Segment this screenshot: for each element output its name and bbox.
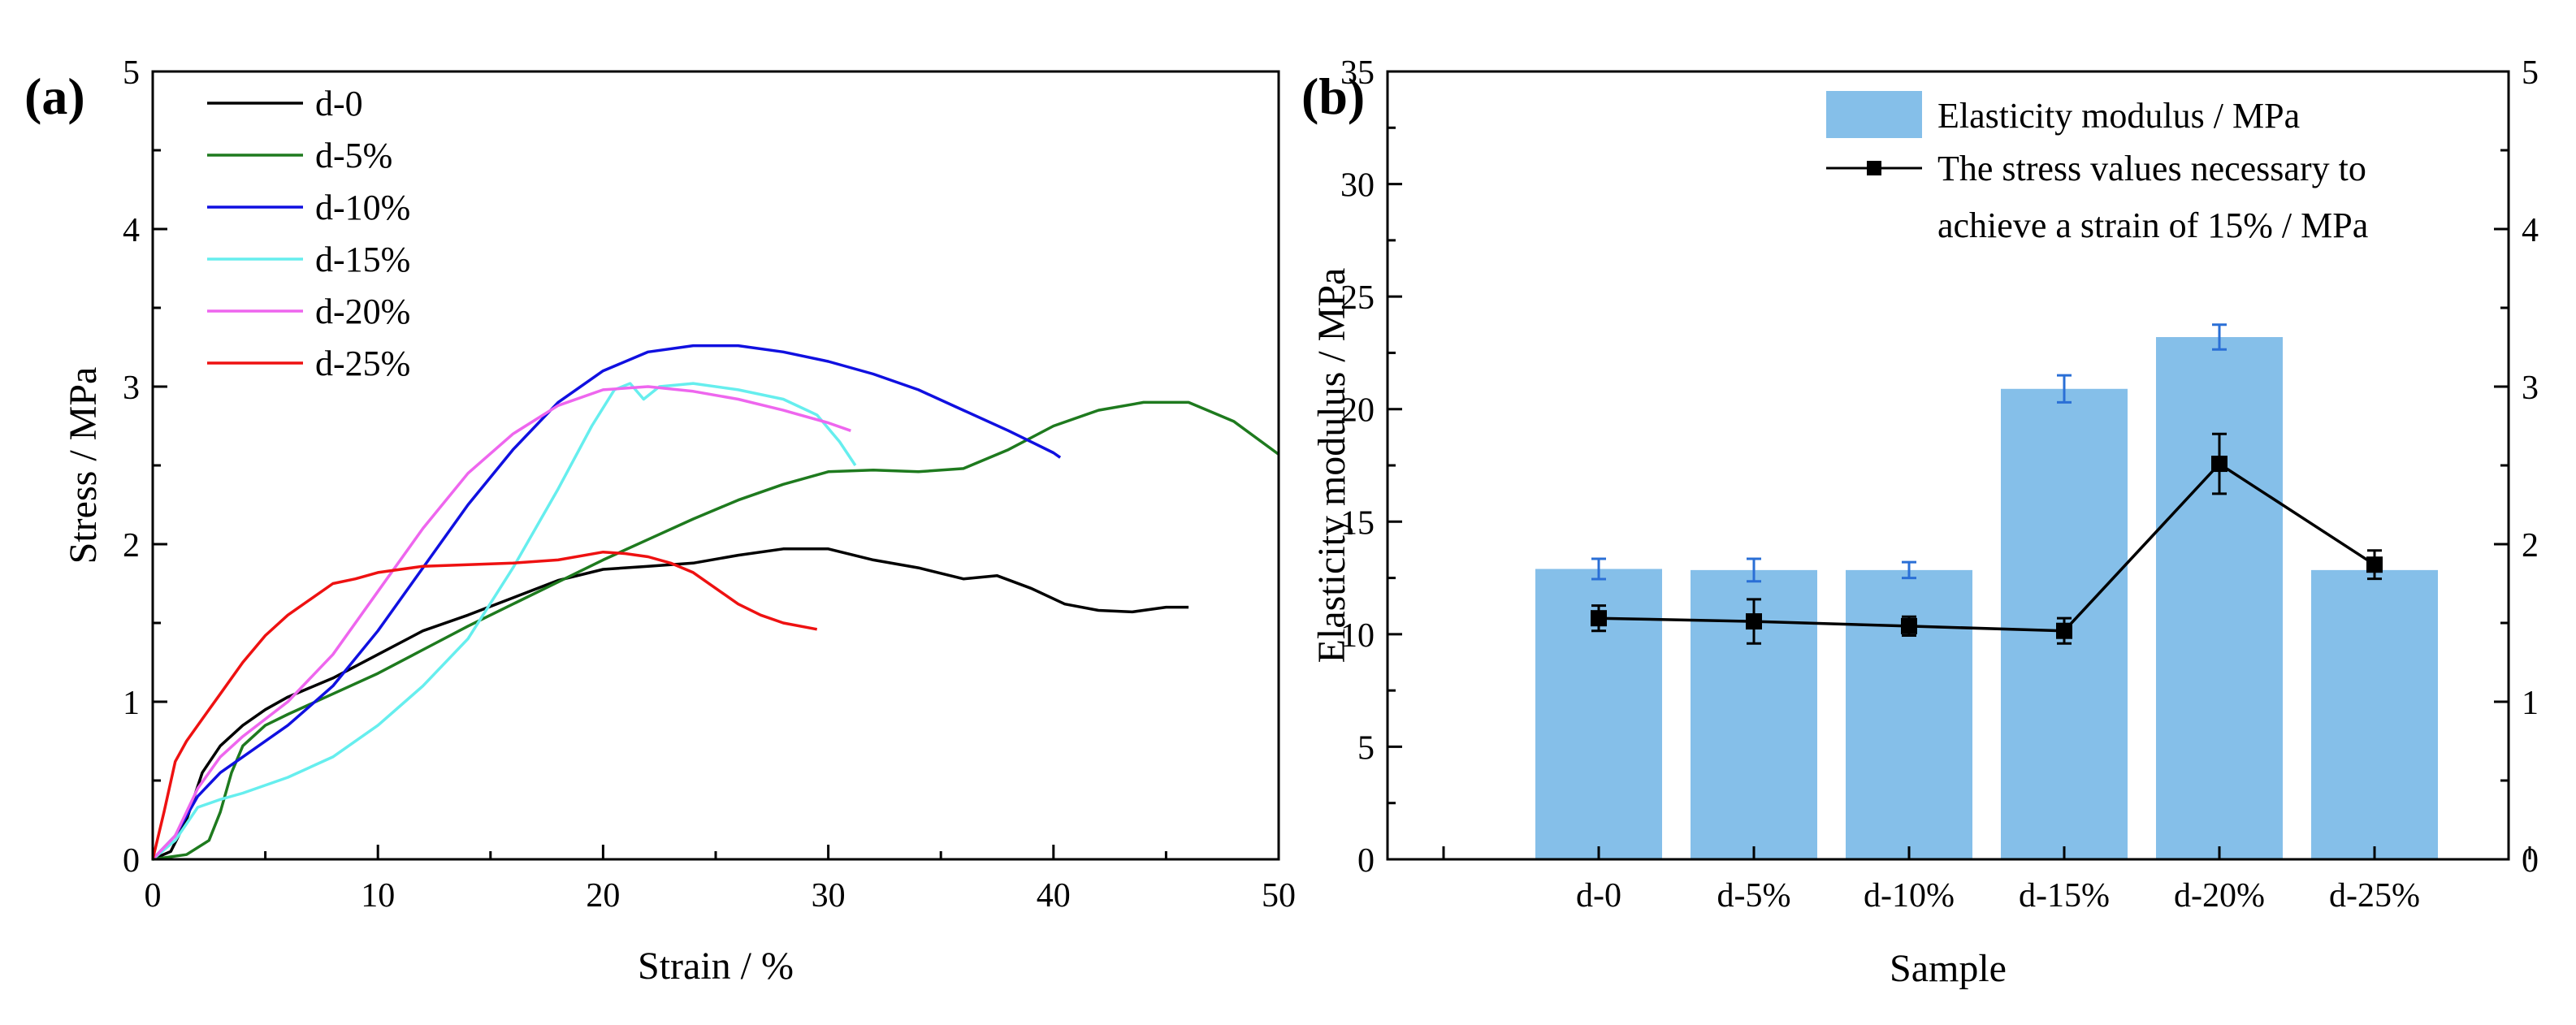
x-tick-label-b: d-25% (2329, 877, 2420, 915)
y-tick-label-b: 15 (1340, 504, 1375, 542)
x-tick-label-a: 30 (812, 877, 846, 915)
legend-label-1: d-5% (315, 136, 392, 175)
y-axis-label-a: Stress / MPa (62, 367, 105, 564)
x-axis-label-b: Sample (1890, 947, 2007, 990)
y-tick-label-b: 0 (1357, 842, 1375, 880)
legend-a: d-0 d-5% d-10% d-15% d-20% d-25% (207, 84, 410, 383)
line-marker-2 (1901, 617, 1917, 634)
y-tick-label-b: 10 (1340, 617, 1375, 655)
x-tick-label-a: 40 (1037, 877, 1071, 915)
y-axis-label-b: Elasticity modulus / MPa (1310, 268, 1353, 664)
legend-label-3: d-15% (315, 240, 410, 279)
x-tick-label-b: d-20% (2174, 877, 2265, 915)
line-marker-0 (1591, 610, 1607, 627)
x-tick-label-b: d-15% (2019, 877, 2110, 915)
y2-tick-label: 2 (2522, 527, 2539, 564)
line-marker-4 (2211, 456, 2227, 473)
axis-ticks-a: 0 10 20 30 40 50 0 1 2 3 4 5 (123, 54, 1296, 915)
modulus-bar-chart: (b) d-0 d-5% d-10% d-15% d-20% d-25%051015202… (1301, 54, 2539, 990)
y-tick-label-a: 1 (123, 685, 140, 722)
modulus-bars (1535, 323, 2438, 859)
legend-label-bar: Elasticity modulus / MPa (1937, 96, 2300, 136)
panel-label-a: (a) (24, 67, 85, 125)
line-marker-1 (1746, 613, 1762, 630)
legend-label-0: d-0 (315, 84, 363, 123)
bar-5 (2311, 569, 2438, 859)
bar-2 (1846, 569, 1972, 859)
line-marker-3 (2056, 622, 2072, 639)
legend-label-2: d-10% (315, 188, 410, 227)
legend-label-4: d-20% (315, 292, 410, 331)
x-tick-label-b: d-0 (1576, 877, 1621, 915)
y-tick-label-b: 5 (1357, 729, 1375, 767)
legend-label-line-1: The stress values necessary to (1937, 149, 2366, 188)
x-tick-label-b: d-5% (1717, 877, 1791, 915)
x-tick-label-a: 10 (361, 877, 395, 915)
x-tick-label-a: 0 (145, 877, 162, 915)
series-line-4 (151, 385, 851, 861)
legend-b: Elasticity modulus / MPa The stress valu… (1826, 91, 2368, 245)
y-tick-label-a: 5 (123, 54, 140, 92)
stress-at-15-line (1591, 432, 2383, 645)
x-tick-label-a: 20 (586, 877, 620, 915)
line-marker-5 (2366, 556, 2383, 573)
y2-tick-label: 4 (2522, 212, 2539, 249)
legend-swatch-bar (1826, 91, 1922, 138)
bar-4 (2156, 337, 2283, 859)
y2-tick-label: 5 (2522, 54, 2539, 92)
series-line-2 (151, 344, 1062, 861)
stress-strain-chart: (a) 0 10 20 30 40 50 0 1 2 3 4 5 Strain / % Stress … (24, 54, 1296, 988)
x-axis-label-a: Strain / % (638, 945, 794, 988)
y-tick-label-b: 30 (1340, 167, 1375, 205)
panel-label-b: (b) (1301, 67, 1365, 125)
y-tick-label-a: 0 (123, 842, 140, 880)
stress-strain-curves (151, 344, 1280, 861)
series-line-3 (151, 382, 857, 861)
y2-tick-label: 0 (2522, 842, 2539, 880)
y-tick-label-a: 4 (123, 212, 140, 249)
y-tick-label-b: 25 (1340, 279, 1375, 317)
x-tick-label-b: d-10% (1864, 877, 1955, 915)
series-line-5 (151, 550, 818, 860)
series-line-1 (152, 400, 1280, 861)
y-tick-label-b: 35 (1340, 54, 1375, 92)
series-line-0 (152, 547, 1189, 861)
legend-swatch-marker (1867, 161, 1881, 175)
stress-line (1598, 461, 2375, 633)
y-tick-label-a: 3 (123, 370, 140, 407)
legend-label-line-2: achieve a strain of 15% / MPa (1937, 205, 2368, 245)
y2-tick-label: 1 (2522, 685, 2539, 722)
legend-label-5: d-25% (315, 344, 410, 383)
y-tick-label-a: 2 (123, 527, 140, 564)
y2-tick-label: 3 (2522, 370, 2539, 407)
y-tick-label-b: 20 (1340, 392, 1375, 430)
x-tick-label-a: 50 (1262, 877, 1296, 915)
axis-ticks-b: d-0 d-5% d-10% d-15% d-20% d-25%0510152025303… (1340, 54, 2539, 915)
